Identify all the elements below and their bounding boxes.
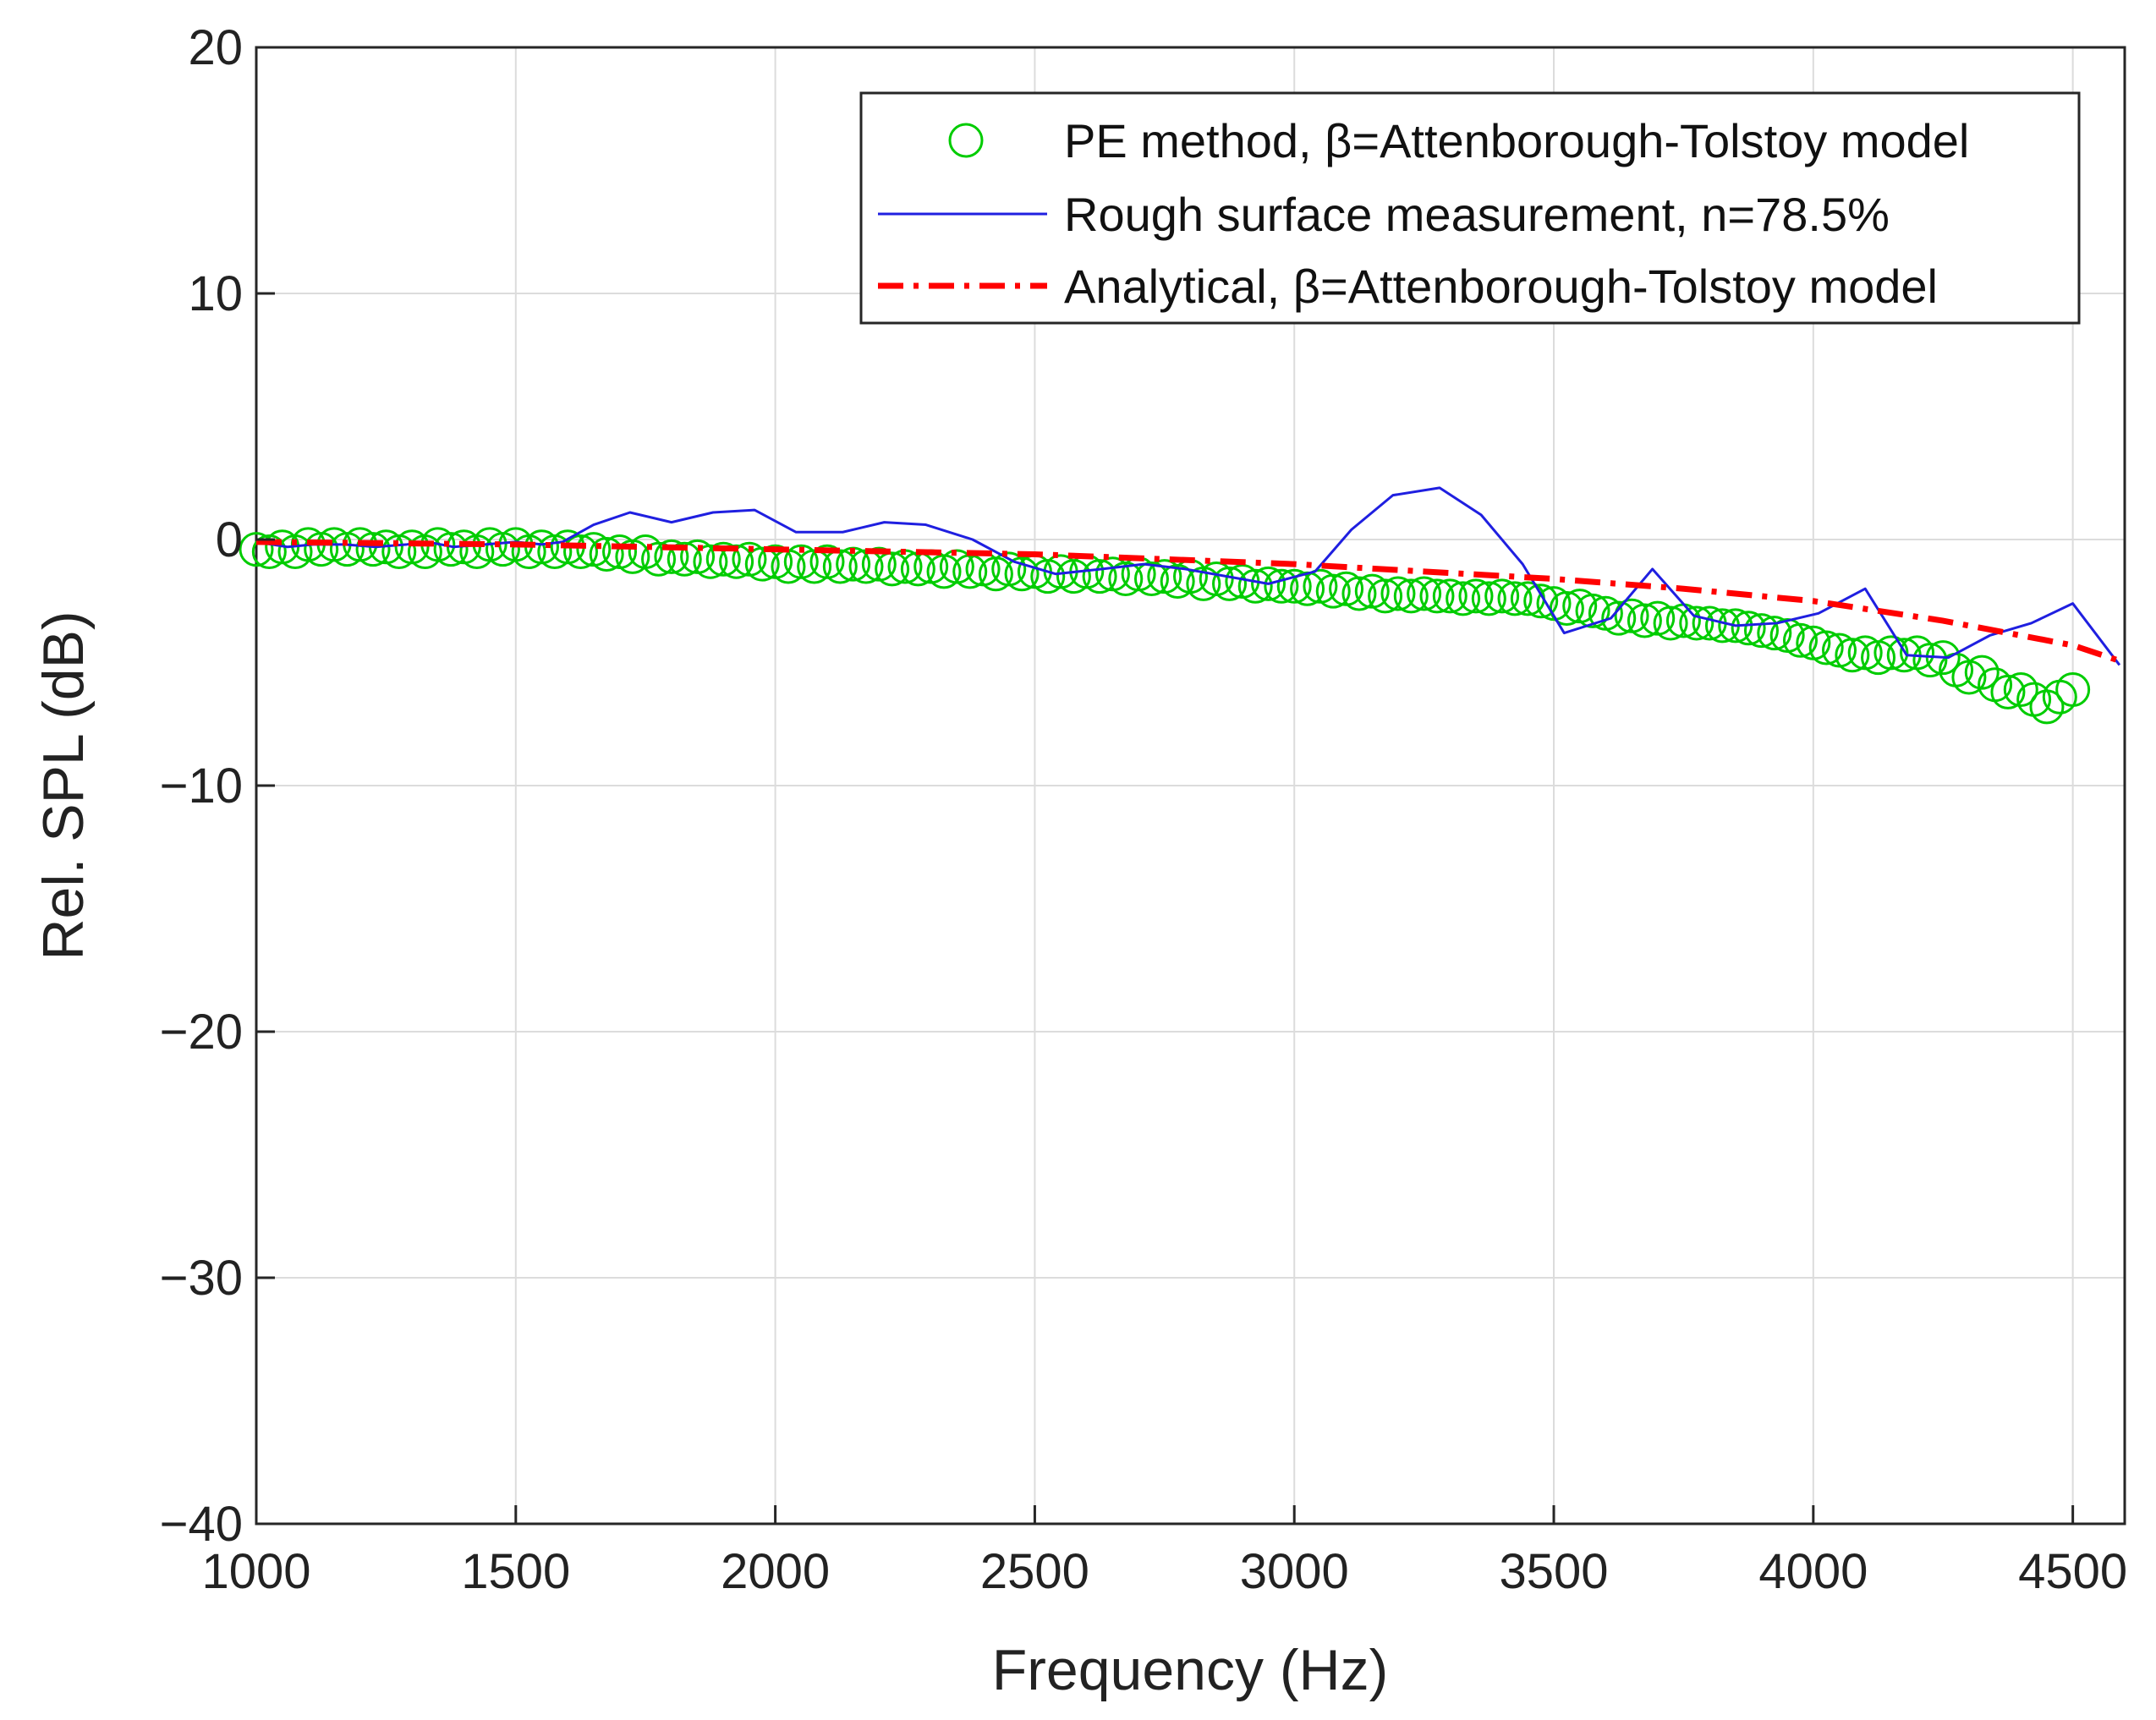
pe-point bbox=[1368, 578, 1403, 614]
y-tick-label: 10 bbox=[188, 266, 243, 321]
legend-label-measurement: Rough surface measurement, n=78.5% bbox=[1064, 188, 1890, 241]
pe-point bbox=[719, 544, 754, 579]
pe-point bbox=[1964, 655, 2000, 690]
pe-point bbox=[1082, 559, 1117, 594]
series-rough-surface-measurement bbox=[255, 486, 2121, 666]
x-tick-label: 1000 bbox=[201, 1544, 310, 1599]
pe-point bbox=[1315, 573, 1351, 609]
pe-point bbox=[705, 541, 741, 577]
series-pe-method bbox=[239, 527, 2091, 725]
pe-point bbox=[654, 539, 689, 574]
pe-point bbox=[1743, 613, 1779, 649]
pe-point bbox=[1432, 578, 1468, 614]
pe-point bbox=[641, 541, 677, 577]
series-layer bbox=[239, 486, 2126, 725]
pe-point bbox=[1341, 576, 1377, 611]
pe-point bbox=[875, 551, 910, 587]
pe-point bbox=[1627, 603, 1662, 638]
legend: PE method, β=Attenborough-Tolstoy model … bbox=[859, 91, 2081, 325]
pe-point bbox=[1393, 578, 1429, 614]
y-tick-label: 20 bbox=[188, 20, 243, 75]
pe-point bbox=[1757, 616, 1792, 651]
pe-point bbox=[1653, 605, 1688, 641]
pe-point bbox=[1731, 611, 1766, 646]
pe-point bbox=[744, 546, 780, 582]
y-tick-label: −40 bbox=[160, 1497, 243, 1552]
y-tick-label: −20 bbox=[160, 1005, 243, 1060]
y-tick-label: −10 bbox=[160, 759, 243, 813]
legend-box bbox=[859, 91, 2081, 325]
pe-point bbox=[355, 532, 391, 567]
pe-point bbox=[1276, 568, 1312, 604]
pe-point bbox=[1782, 622, 1818, 658]
pe-point bbox=[2003, 672, 2038, 708]
pe-point bbox=[239, 532, 274, 567]
pe-point bbox=[1237, 568, 1273, 604]
x-tick-label: 4000 bbox=[1758, 1544, 1868, 1599]
y-tick-label: −30 bbox=[160, 1251, 243, 1306]
pe-point bbox=[1575, 593, 1610, 628]
pe-point bbox=[1523, 583, 1559, 619]
pe-point bbox=[1212, 566, 1248, 601]
pe-point bbox=[1835, 638, 1870, 673]
pe-point bbox=[1912, 643, 1948, 678]
pe-point bbox=[693, 544, 728, 579]
pe-point bbox=[563, 534, 599, 570]
pe-point bbox=[2029, 689, 2065, 725]
pe-point bbox=[1873, 635, 1909, 671]
y-axis-label: Rel. SPL (dB) bbox=[31, 611, 96, 960]
pe-point bbox=[1990, 674, 2026, 709]
pe-point bbox=[822, 549, 858, 584]
pe-point bbox=[1133, 561, 1169, 597]
pe-point bbox=[1251, 566, 1286, 601]
pe-point bbox=[589, 536, 624, 572]
pe-point bbox=[1458, 578, 1494, 614]
pe-point bbox=[433, 532, 469, 567]
x-tick-label: 3500 bbox=[1500, 1544, 1609, 1599]
x-tick-label: 4500 bbox=[2018, 1544, 2127, 1599]
pe-point bbox=[1471, 581, 1506, 616]
x-tick-label: 1500 bbox=[461, 1544, 570, 1599]
pe-point bbox=[1497, 581, 1533, 616]
x-tick-label: 2500 bbox=[980, 1544, 1089, 1599]
pe-point bbox=[1380, 576, 1416, 611]
ticks bbox=[255, 46, 2075, 1526]
y-tick-label: 0 bbox=[216, 512, 243, 567]
pe-point bbox=[667, 541, 702, 577]
legend-label-pe: PE method, β=Attenborough-Tolstoy model bbox=[1064, 114, 1969, 167]
pe-point bbox=[1264, 568, 1299, 604]
legend-marker-pe bbox=[948, 123, 984, 158]
legend-label-analytical: Analytical, β=Attenborough-Tolstoy model bbox=[1064, 260, 1938, 313]
pe-point bbox=[1407, 576, 1442, 611]
pe-point bbox=[1679, 605, 1714, 641]
x-tick-label: 3000 bbox=[1240, 1544, 1349, 1599]
pe-point bbox=[1601, 600, 1637, 636]
series-analytical bbox=[255, 539, 2126, 666]
pe-point bbox=[1004, 556, 1040, 592]
pe-point bbox=[2055, 672, 2091, 708]
x-axis-label: Frequency (Hz) bbox=[992, 1638, 1389, 1702]
pe-point bbox=[1446, 581, 1481, 616]
tick-labels: 1000 1500 2000 2500 3000 3500 4000 4500 −40 −30 −2… bbox=[160, 20, 2128, 1599]
pe-point bbox=[1419, 578, 1455, 614]
pe-point bbox=[1484, 578, 1520, 614]
x-tick-label: 2000 bbox=[721, 1544, 830, 1599]
pe-point bbox=[1808, 630, 1844, 666]
